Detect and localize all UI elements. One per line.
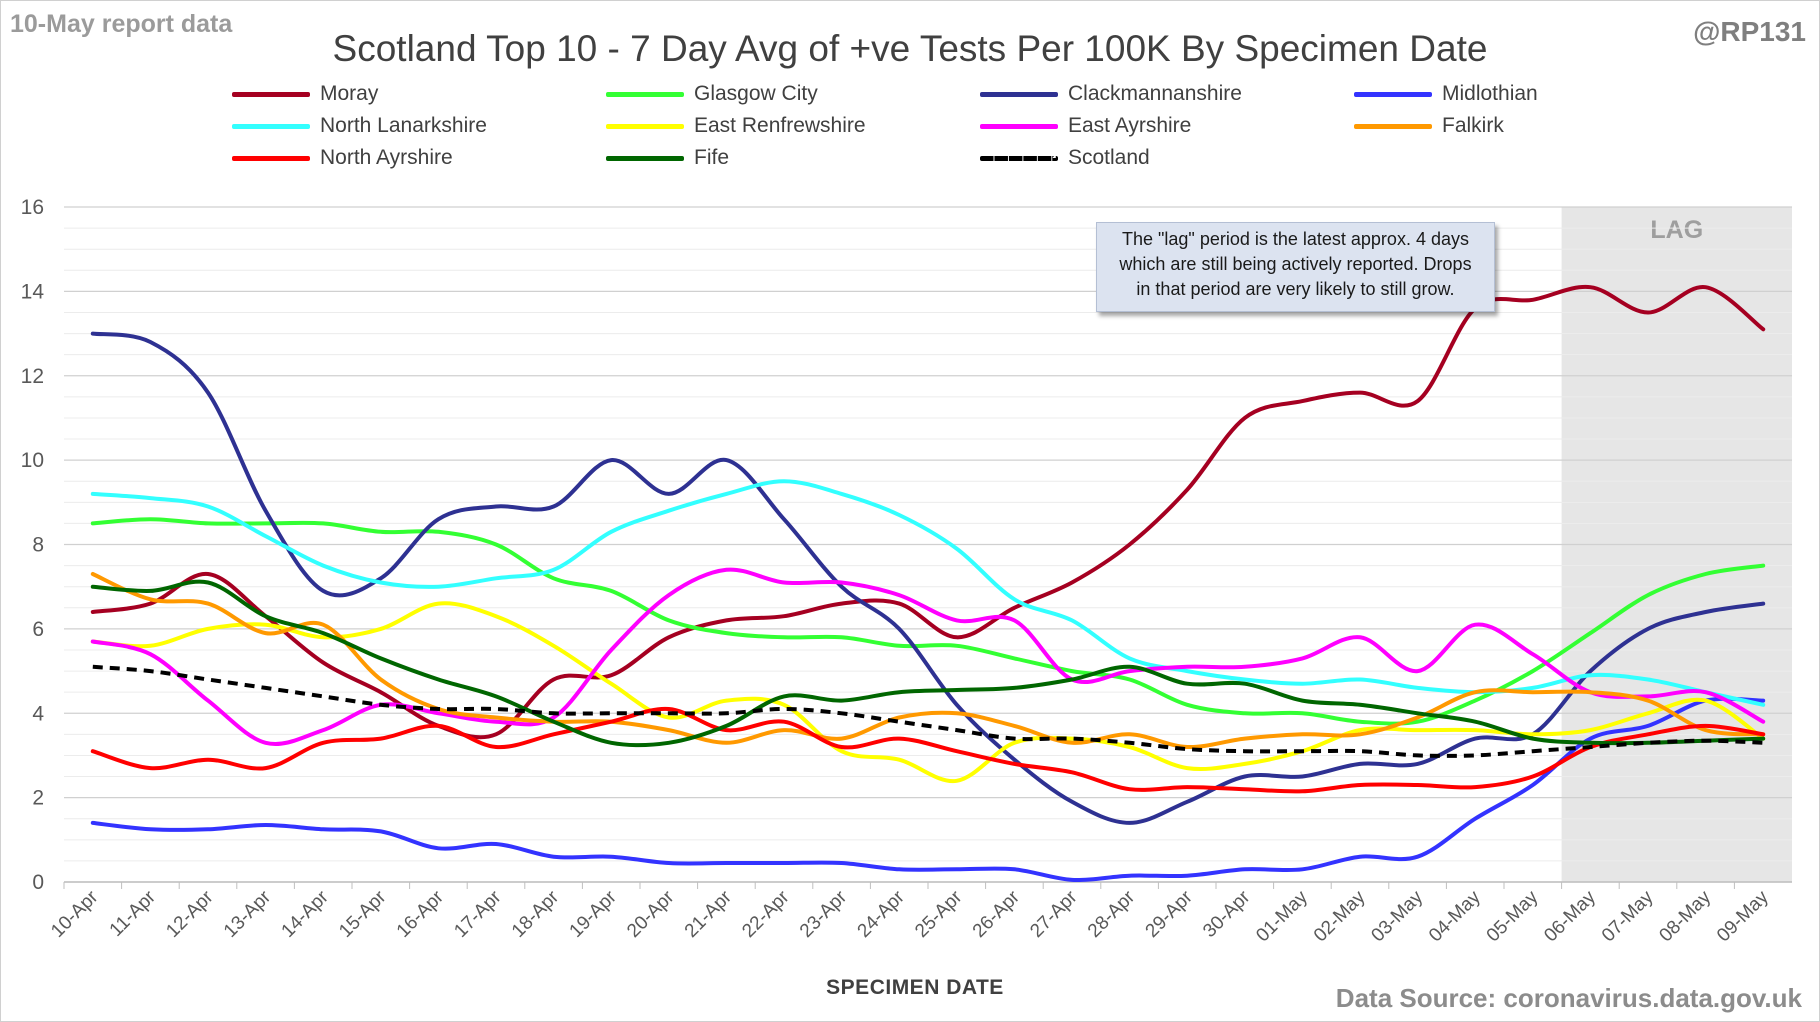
series-line-north-ayrshire xyxy=(90,706,1766,794)
data-source: Data Source: coronavirus.data.gov.uk xyxy=(1335,983,1802,1013)
y-tick-label: 2 xyxy=(32,787,44,810)
x-tick-label: 05-May xyxy=(1483,886,1543,946)
x-tick-label: 12-Apr xyxy=(162,886,218,942)
legend-item-north-lanarkshire: North Lanarkshire xyxy=(232,111,487,141)
y-tick-label: 8 xyxy=(32,534,44,557)
x-tick-label: 03-May xyxy=(1367,886,1427,946)
legend-label: East Ayrshire xyxy=(1068,114,1192,137)
legend-label: Fife xyxy=(694,146,730,169)
x-tick-label: 04-May xyxy=(1425,886,1485,946)
series-line-scotland xyxy=(92,664,1764,758)
author-handle: @RP131 xyxy=(1693,16,1806,47)
legend-swatch xyxy=(232,123,310,129)
x-tick-label: 19-Apr xyxy=(566,886,622,942)
legend-label: North Ayrshire xyxy=(320,146,453,169)
legend-swatch xyxy=(980,123,1058,129)
legend-label: Scotland xyxy=(1068,146,1150,169)
y-tick-label: 4 xyxy=(32,702,44,725)
legend-swatch xyxy=(606,91,684,97)
legend-swatch xyxy=(232,91,310,97)
x-tick-label: 07-May xyxy=(1598,886,1658,946)
report-date-label: 10-May report data xyxy=(10,10,233,38)
legend-label: Glasgow City xyxy=(694,82,818,105)
x-tick-label: 09-May xyxy=(1713,886,1773,946)
y-tick-label: 6 xyxy=(32,618,44,641)
x-tick-label: 21-Apr xyxy=(681,886,737,942)
x-tick-label: 25-Apr xyxy=(911,886,967,942)
legend: Moray Glasgow City Clackmannanshire Midloth… xyxy=(0,0,1820,200)
series-line-falkirk xyxy=(90,572,1766,750)
x-tick-label: 16-Apr xyxy=(393,886,449,942)
legend-item-falkirk: Falkirk xyxy=(1354,111,1504,141)
legend-label: Falkirk xyxy=(1442,114,1504,137)
y-tick-label: 12 xyxy=(21,365,44,388)
series-line-east-ayrshire xyxy=(90,567,1766,746)
legend-item-fife: Fife xyxy=(606,143,729,173)
legend-item-midlothian: Midlothian xyxy=(1354,79,1538,109)
callout-line-1: The "lag" period is the latest approx. 4… xyxy=(1122,229,1469,249)
x-tick-label: 17-Apr xyxy=(450,886,506,942)
x-tick-label: 22-Apr xyxy=(738,886,794,942)
x-tick-label: 24-Apr xyxy=(854,886,910,942)
legend-label: Clackmannanshire xyxy=(1068,82,1242,105)
x-tick-label: 10-Apr xyxy=(47,886,103,942)
legend-item-clackmannanshire: Clackmannanshire xyxy=(980,79,1242,109)
lag-label: LAG xyxy=(1650,216,1703,244)
x-tick-label: 28-Apr xyxy=(1084,886,1140,942)
x-tick-label: 23-Apr xyxy=(796,886,852,942)
x-tick-label: 29-Apr xyxy=(1142,886,1198,942)
y-tick-label: 14 xyxy=(21,280,45,303)
x-axis-label: SPECIMEN DATE xyxy=(826,976,1004,999)
legend-item-east-ayrshire: East Ayrshire xyxy=(980,111,1191,141)
x-tick-label: 18-Apr xyxy=(508,886,564,942)
series-line-clackmannanshire xyxy=(90,331,1766,825)
legend-swatch xyxy=(232,155,310,161)
legend-item-scotland: Scotland xyxy=(980,143,1150,173)
x-tick-label: 06-May xyxy=(1540,886,1600,946)
series-line-midlothian xyxy=(90,696,1766,883)
legend-label: North Lanarkshire xyxy=(320,114,487,137)
legend-item-glasgow-city: Glasgow City xyxy=(606,79,818,109)
legend-item-east-renfrewshire: East Renfrewshire xyxy=(606,111,866,141)
series-line-fife xyxy=(90,579,1766,748)
x-tick-label: 15-Apr xyxy=(335,886,391,942)
x-tick-label: 11-Apr xyxy=(106,886,161,941)
legend-item-moray: Moray xyxy=(232,79,378,109)
legend-item-north-ayrshire: North Ayrshire xyxy=(232,143,453,173)
y-tick-label: 16 xyxy=(21,196,44,219)
y-tick-label: 10 xyxy=(21,449,44,472)
legend-label: East Renfrewshire xyxy=(694,114,866,137)
x-tick-label: 20-Apr xyxy=(623,886,679,942)
x-tick-label: 26-Apr xyxy=(969,886,1025,942)
x-tick-label: 01-May xyxy=(1252,886,1312,946)
callout-line-2: which are still being actively reported.… xyxy=(1119,254,1472,274)
legend-swatch xyxy=(980,91,1058,97)
legend-swatch xyxy=(606,155,684,161)
y-tick-label: 0 xyxy=(32,871,44,894)
legend-swatch xyxy=(606,123,684,129)
lag-callout: The "lag" period is the latest approx. 4… xyxy=(1096,222,1495,312)
legend-swatch xyxy=(980,155,1058,161)
legend-swatch xyxy=(1354,91,1432,97)
x-tick-label: 27-Apr xyxy=(1026,886,1082,942)
series-line-east-renfrewshire xyxy=(90,601,1766,783)
legend-label: Moray xyxy=(320,82,379,105)
chart-title: Scotland Top 10 - 7 Day Avg of +ve Tests… xyxy=(332,28,1488,69)
legend-label: Midlothian xyxy=(1442,82,1538,105)
legend-swatch xyxy=(1354,123,1432,129)
x-tick-label: 08-May xyxy=(1655,886,1715,946)
x-tick-label: 02-May xyxy=(1310,886,1370,946)
x-tick-label: 14-Apr xyxy=(278,886,334,942)
callout-line-3: in that period are very likely to still … xyxy=(1136,279,1455,299)
x-tick-label: 13-Apr xyxy=(220,886,276,942)
x-tick-label: 30-Apr xyxy=(1199,886,1255,942)
